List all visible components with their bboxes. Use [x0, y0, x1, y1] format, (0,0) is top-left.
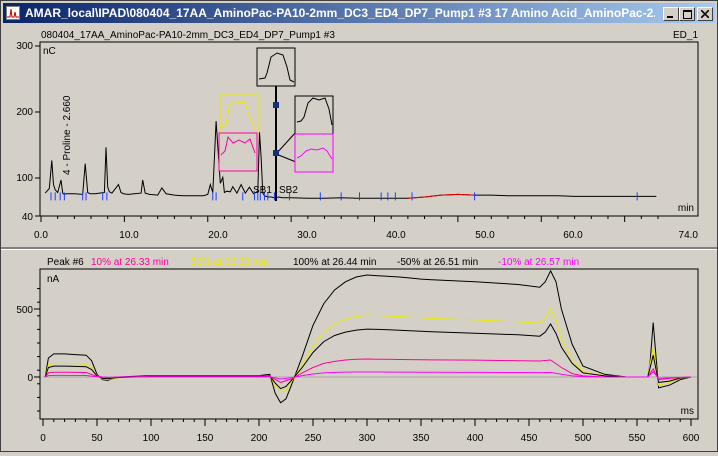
bottom-x-tick-label: 400 — [467, 433, 484, 444]
top-channel-label: ED_1 — [673, 30, 698, 41]
bottom-x-tick-label: 100 — [143, 433, 160, 444]
top-x-tick-label: 30.0 — [297, 230, 317, 241]
bottom-x-tick-label: 550 — [629, 433, 646, 444]
peak-zoom-trace-magenta — [296, 147, 333, 160]
top-y-tick-label: 100 — [16, 173, 33, 184]
sb1-label: SB1 — [253, 185, 272, 196]
top-x-tick-label: 20.0 — [208, 230, 228, 241]
minimize-icon — [667, 16, 673, 18]
bottom-x-unit: ms — [681, 406, 694, 417]
top-x-tick-label: 60.0 — [563, 230, 583, 241]
legend-entry: 100% at 26.44 min — [293, 257, 376, 268]
bottom-plot-area — [43, 269, 697, 404]
bottom-y-tick-label: 500 — [16, 305, 33, 316]
zoom-connector-line — [275, 131, 297, 155]
bottom-plot-frame — [39, 268, 699, 420]
maximize-icon — [682, 9, 692, 19]
top-sample-title: 080404_17AA_AminoPac-PA10-2mm_DC3_ED4_DP… — [41, 30, 335, 41]
bottom-x-tick-label: 150 — [197, 433, 214, 444]
legend-entry: -10% at 26.57 min — [498, 257, 579, 268]
bottom-x-tick-label: 250 — [305, 433, 322, 444]
bottom-x-tick-label: 300 — [359, 433, 376, 444]
bottom-y-axis: 500 0 — [16, 305, 33, 384]
bottom-x-tick-label: 500 — [575, 433, 592, 444]
top-plot-frame — [39, 41, 699, 217]
close-button[interactable] — [697, 7, 713, 21]
bottom-waveform-panel[interactable]: Peak #6 10% at 26.33 min 50% at 26.38 mi… — [16, 257, 699, 444]
close-icon — [701, 10, 709, 18]
peak-zoom-box-magenta[interactable] — [294, 133, 334, 173]
legend-entry: -50% at 26.51 min — [397, 257, 478, 268]
top-y-tick-label: 40 — [22, 212, 34, 223]
bottom-x-tick-label: 350 — [413, 433, 430, 444]
maximize-button[interactable] — [679, 7, 695, 21]
top-chromatogram-panel[interactable]: 080404_17AA_AminoPac-PA10-2mm_DC3_ED4_DP… — [16, 30, 699, 241]
sb2-label: SB2 — [279, 185, 298, 196]
panel-splitter-highlight — [1, 249, 717, 250]
top-y-unit: nC — [43, 46, 56, 57]
bottom-x-tick-label: 0 — [40, 433, 46, 444]
zoom-anchor-marker[interactable] — [273, 150, 279, 156]
plot-canvas: 080404_17AA_AminoPac-PA10-2mm_DC3_ED4_DP… — [1, 30, 717, 444]
bottom-x-tick-label: 600 — [683, 433, 700, 444]
top-y-tick-label: 200 — [16, 107, 33, 118]
legend-entry: 50% at 26.38 min — [191, 257, 269, 268]
top-x-tick-label: 10.0 — [119, 230, 139, 241]
baseline-segment — [407, 193, 475, 199]
bottom-x-axis: 0 50 100 150 200 250 300 350 400 450 500 550 600 — [40, 419, 700, 444]
peak-zoom-callouts — [218, 47, 334, 201]
zoom-connector-line — [275, 153, 297, 163]
top-plot-area — [44, 121, 657, 201]
bottom-x-tick-label: 200 — [251, 433, 268, 444]
peak-label-proline: 4 - Proline - 2.660 — [62, 95, 73, 175]
chromatogram-app-icon — [6, 6, 20, 20]
peak-zoom-trace-black-2 — [296, 97, 333, 126]
zoom-anchor-marker[interactable] — [273, 102, 279, 108]
peak-zoom-box-yellow[interactable] — [219, 94, 259, 134]
peak-header: Peak #6 — [47, 257, 84, 268]
top-x-axis: 0.0 10.0 20.0 30.0 40.0 50.0 60.0 74.0 — [34, 216, 698, 241]
peak-zoom-trace-black — [258, 52, 295, 83]
top-x-tick-label: 74.0 — [679, 230, 699, 241]
legend-entry: 10% at 26.33 min — [91, 257, 169, 268]
bottom-y-unit: nA — [47, 274, 60, 285]
peak-zoom-box-black-2[interactable] — [294, 95, 334, 135]
client-area: 080404_17AA_AminoPac-PA10-2mm_DC3_ED4_DP… — [1, 25, 717, 451]
minimize-button[interactable] — [663, 7, 679, 21]
bottom-y-tick-label: 0 — [27, 373, 33, 384]
window-title: AMAR_local\IPAD\080404_17AA_AminoPac-PA1… — [25, 6, 655, 20]
top-y-axis: 300 200 100 40 — [16, 41, 40, 223]
top-y-tick-label: 300 — [16, 41, 33, 52]
title-bar[interactable]: AMAR_local\IPAD\080404_17AA_AminoPac-PA1… — [3, 3, 715, 23]
bottom-x-tick-label: 450 — [521, 433, 538, 444]
panel-splitter[interactable] — [1, 247, 717, 249]
top-x-tick-label: 50.0 — [475, 230, 495, 241]
peak-zoom-trace-pink — [220, 135, 256, 156]
waveform-trace — [44, 370, 692, 380]
top-x-tick-label: 40.0 — [386, 230, 406, 241]
top-x-unit: min — [678, 203, 694, 214]
bottom-y-ticks — [34, 288, 40, 412]
peak-zoom-box-pink[interactable] — [218, 132, 258, 172]
top-x-tick-label: 0.0 — [34, 230, 48, 241]
peak-zoom-box-black[interactable] — [256, 47, 296, 87]
peak-zoom-trace-yellow — [221, 100, 256, 130]
bottom-x-tick-label: 50 — [91, 433, 103, 444]
